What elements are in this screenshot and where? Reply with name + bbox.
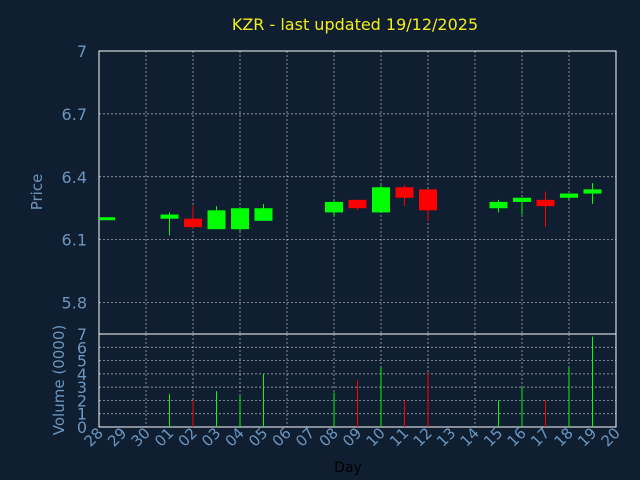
candle-body [348, 199, 367, 209]
volume-tick-label: 2 [77, 391, 87, 410]
candle-body [560, 193, 578, 198]
candle-body [536, 199, 555, 207]
candle-body [372, 187, 390, 213]
volume-axis-label: Volume (0000) [50, 325, 68, 435]
volume-tick-label: 5 [77, 352, 87, 371]
candle-body [207, 210, 226, 230]
volume-tick-label: 6 [77, 338, 87, 357]
price-tick-label: 6.1 [62, 231, 87, 250]
volume-tick-label: 0 [77, 418, 87, 437]
candle-body [254, 208, 273, 221]
candle-body [99, 217, 115, 221]
candle-body [184, 218, 202, 228]
price-tick-label: 5.8 [62, 294, 87, 313]
price-axis-ticks: 5.8 6.1 6.4 6.7 7 [62, 42, 87, 313]
volume-tick-label: 7 [77, 325, 87, 344]
candle-body [419, 189, 437, 211]
candle-body [395, 187, 414, 198]
volume-tick-label: 4 [77, 365, 87, 384]
volume-tick-label: 1 [77, 405, 87, 424]
volume-tick-label: 3 [77, 378, 87, 397]
volume-series [169, 336, 593, 427]
price-axis-label: Price [28, 174, 46, 211]
price-tick-label: 6.7 [62, 105, 87, 124]
candle-body [583, 189, 602, 194]
chart-title: KZR - last updated 19/12/2025 [232, 15, 478, 34]
candle-body [231, 208, 249, 230]
candle-body [160, 214, 179, 219]
candle-body [513, 197, 531, 202]
price-tick-label: 7 [77, 42, 87, 61]
candle-body [489, 201, 508, 209]
candles-series [99, 183, 602, 236]
candle-body [325, 201, 343, 213]
x-axis-label: Day [334, 460, 362, 476]
x-axis-ticks: 2829300102030405060708091011121314151617… [81, 424, 624, 450]
price-tick-label: 6.4 [62, 168, 87, 187]
